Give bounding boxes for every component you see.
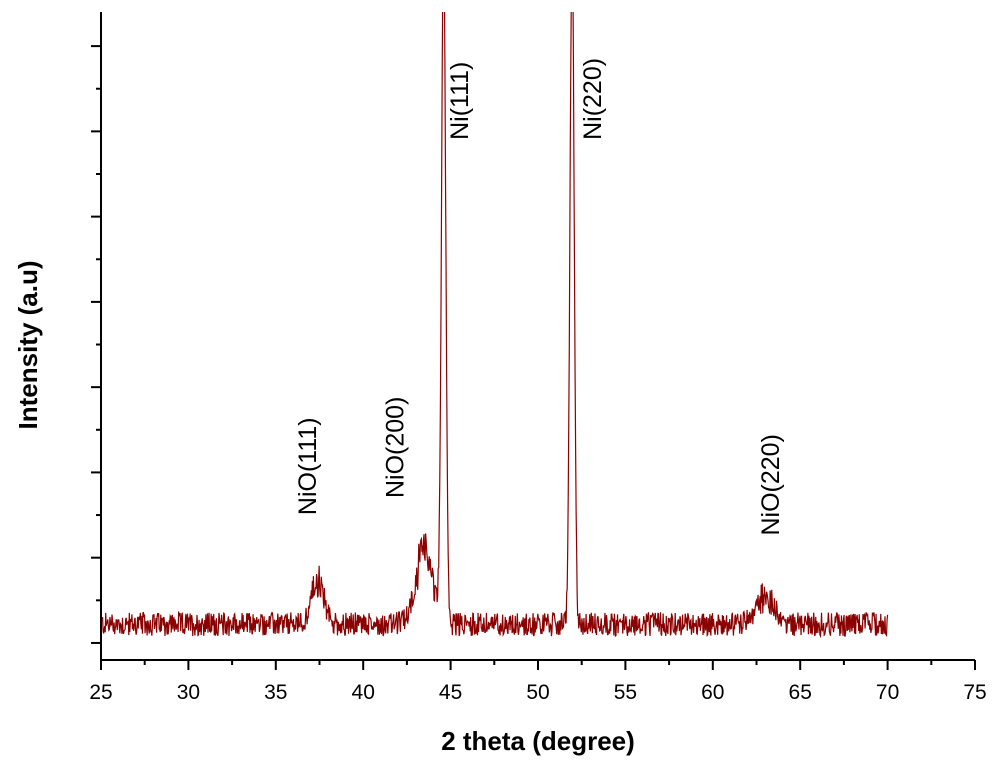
x-tick-label: 50 (526, 681, 549, 704)
peak-label: NiO(111) (294, 417, 322, 515)
y-axis-title: Intensity (a.u) (13, 260, 43, 429)
peak-label: NiO(200) (381, 397, 409, 498)
plot-area (101, 12, 889, 639)
x-tick-label: 35 (264, 681, 287, 704)
x-tick-label: 55 (614, 681, 637, 704)
x-tick-label: 25 (89, 681, 112, 704)
x-tick-label: 30 (177, 681, 200, 704)
peak-label: Ni(220) (579, 58, 607, 140)
x-tick-label: 40 (352, 681, 375, 704)
x-tick-label: 65 (789, 681, 812, 704)
x-tick-label: 60 (701, 681, 724, 704)
series-line (101, 12, 889, 639)
peak-label: NiO(220) (757, 434, 785, 535)
axes: 25 30 35 40 45 50 55 60 65 70 75 (89, 12, 987, 704)
peak-labels: NiO(111) NiO(200) Ni(111) Ni(220) NiO(220) (294, 58, 785, 536)
x-tick-label: 70 (876, 681, 899, 704)
x-axis-title: 2 theta (degree) (441, 726, 635, 756)
x-tick-label: 45 (439, 681, 462, 704)
peak-label: Ni(111) (446, 62, 474, 140)
x-tick-label: 75 (963, 681, 986, 704)
